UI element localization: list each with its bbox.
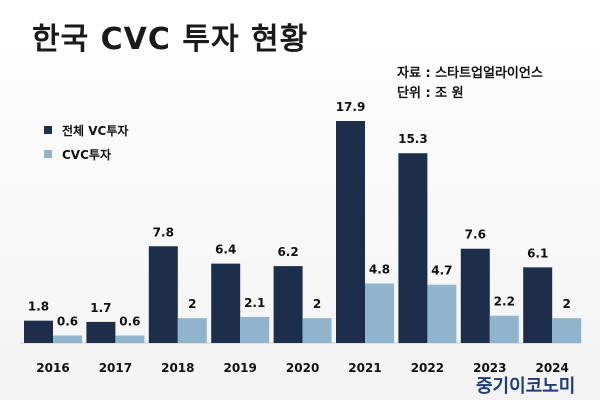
x-tick-2018: 2018 [161,361,194,375]
source-block: 자료 : 스타트업얼라이언스 단위 : 조 원 [397,64,543,104]
x-tick-2020: 2020 [286,361,319,375]
label-cvc-2024: 2 [563,297,571,311]
x-tick-2021: 2021 [348,361,381,375]
label-total-2023: 7.6 [465,228,486,242]
x-tick-2024: 2024 [535,361,568,375]
bar-cvc-2017 [115,335,145,343]
legend-swatch-total [44,126,52,134]
x-tick-2022: 2022 [411,361,444,375]
legend: 전체 VC투자 CVC투자 [44,118,128,166]
source-line: 자료 : 스타트업얼라이언스 [397,66,543,81]
legend-swatch-cvc [44,150,52,158]
x-tick-2023: 2023 [473,361,506,375]
bar-total-2017 [86,321,116,343]
bar-total-2023 [460,248,490,343]
bar-total-2019 [211,263,241,343]
label-total-2017: 1.7 [90,301,111,315]
bar-total-2024 [523,267,553,343]
x-tick-2019: 2019 [223,361,256,375]
bar-cvc-2019 [240,316,270,343]
label-cvc-2021: 4.8 [369,262,390,276]
legend-label-cvc: CVC투자 [62,147,111,162]
label-cvc-2017: 0.6 [119,315,140,329]
brand-logo: 중기이코노미 [476,376,576,397]
bar-total-2020 [273,266,303,343]
bar-cvc-2022 [427,284,457,343]
chart-title: 한국 CVC 투자 현황 [32,22,309,57]
bar-cvc-2023 [489,315,519,343]
legend-item-total: 전체 VC투자 [44,118,128,142]
unit-line: 단위 : 조 원 [397,86,464,101]
bar-total-2021 [336,121,365,343]
label-total-2018: 7.8 [153,225,174,239]
x-tick-2016: 2016 [36,361,69,375]
bar-cvc-2021 [365,283,394,343]
x-tick-2017: 2017 [99,361,132,375]
legend-item-cvc: CVC투자 [44,142,128,166]
label-total-2019: 6.4 [215,243,236,257]
bar-total-2022 [398,153,428,343]
label-total-2021: 17.9 [336,100,366,114]
label-total-2024: 6.1 [527,246,548,260]
bar-cvc-2020 [302,318,332,343]
bar-total-2018 [148,246,178,343]
label-cvc-2020: 2 [313,297,321,311]
label-cvc-2018: 2 [188,297,196,311]
bar-cvc-2016 [53,335,82,343]
label-cvc-2019: 2.1 [244,296,265,310]
label-total-2022: 15.3 [398,132,428,146]
label-cvc-2023: 2.2 [494,295,515,309]
label-cvc-2022: 4.7 [431,264,452,278]
bar-cvc-2024 [552,318,582,343]
bar-cvc-2018 [177,318,207,343]
bar-total-2016 [24,320,53,343]
label-cvc-2016: 0.6 [57,315,78,329]
legend-label-total: 전체 VC투자 [62,123,129,138]
label-total-2016: 1.8 [28,300,49,314]
label-total-2020: 6.2 [277,245,298,259]
